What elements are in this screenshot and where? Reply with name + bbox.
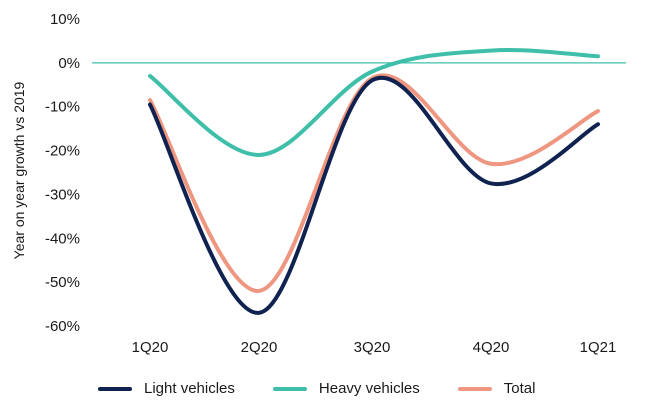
x-tick-label: 3Q20: [354, 339, 391, 356]
x-axis-ticks: 1Q20 2Q20 3Q20 4Q20 1Q21: [132, 339, 617, 356]
y-tick-label: -20%: [45, 143, 80, 160]
y-tick-label: -50%: [45, 274, 80, 291]
series-line-heavy-vehicles: [148, 48, 600, 157]
legend: Light vehicles Heavy vehicles Total: [98, 380, 573, 397]
series-line-light-vehicles: [148, 75, 600, 315]
legend-item-heavy-vehicles: Heavy vehicles: [272, 380, 420, 397]
y-tick-label: -60%: [45, 318, 80, 335]
legend-label-total: Total: [503, 380, 536, 397]
y-tick-label: -30%: [45, 186, 80, 203]
legend-label-light-vehicles: Light vehicles: [144, 380, 235, 397]
legend-item-light-vehicles: Light vehicles: [98, 380, 235, 397]
legend-swatch-heavy-vehicles: [272, 386, 307, 391]
y-axis-ticks: 10% 0% -10% -20% -30% -40% -50% -60%: [45, 11, 80, 335]
legend-item-total: Total: [457, 380, 536, 397]
x-tick-label: 1Q20: [132, 339, 169, 356]
legend-swatch-light-vehicles: [98, 386, 132, 391]
x-tick-label: 4Q20: [473, 339, 510, 356]
series-lines: [148, 48, 600, 315]
x-tick-label: 1Q21: [580, 339, 617, 356]
y-axis-title: Year on year growth vs 2019: [11, 81, 27, 259]
y-tick-label: -10%: [45, 99, 80, 116]
legend-label-heavy-vehicles: Heavy vehicles: [318, 380, 420, 397]
x-tick-label: 2Q20: [241, 339, 278, 356]
legend-swatch-total: [457, 386, 492, 391]
y-tick-label: -40%: [45, 230, 80, 247]
y-tick-label: 10%: [50, 11, 80, 28]
series-line-total: [148, 73, 600, 293]
y-tick-label: 0%: [58, 55, 80, 72]
